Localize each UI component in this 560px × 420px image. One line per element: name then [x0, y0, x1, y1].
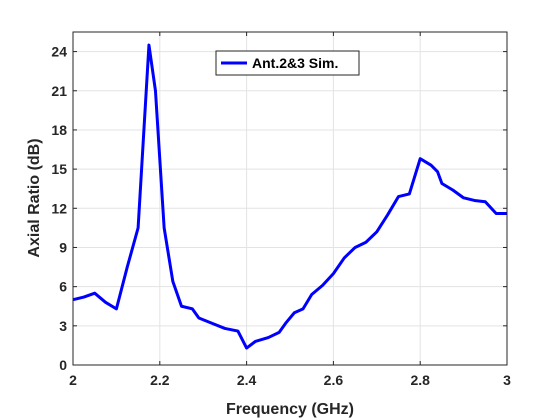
ticks: 2 2.2 2.4 2.6 2.8 3 0 3 6 9 12 15 18 21 24 [51, 32, 511, 388]
y-tick-label: 9 [59, 239, 67, 255]
y-tick-label: 3 [59, 318, 67, 334]
legend: Ant.2&3 Sim. [215, 50, 360, 76]
y-tick-label: 6 [59, 279, 67, 295]
x-axis-label: Frequency (GHz) [226, 401, 354, 418]
x-tick-label: 2 [69, 372, 77, 388]
plot-box [72, 31, 508, 366]
y-tick-label: 12 [51, 200, 67, 216]
x-tick-label: 2.2 [150, 372, 170, 388]
series-line [73, 45, 507, 348]
x-tick-label: 2.6 [324, 372, 344, 388]
x-tick-label: 2.8 [410, 372, 430, 388]
y-tick-label: 15 [51, 161, 67, 177]
y-tick-label: 24 [51, 44, 67, 60]
legend-label: Ant.2&3 Sim. [252, 55, 338, 71]
x-tick-label: 3 [503, 372, 511, 388]
y-tick-label: 21 [51, 83, 67, 99]
plot-area [73, 32, 507, 365]
x-tick-label: 2.4 [237, 372, 257, 388]
y-tick-label: 18 [51, 122, 67, 138]
y-tick-label: 0 [59, 357, 67, 373]
series-group [73, 45, 507, 348]
y-axis-label: Axial Ratio (dB) [26, 138, 43, 257]
